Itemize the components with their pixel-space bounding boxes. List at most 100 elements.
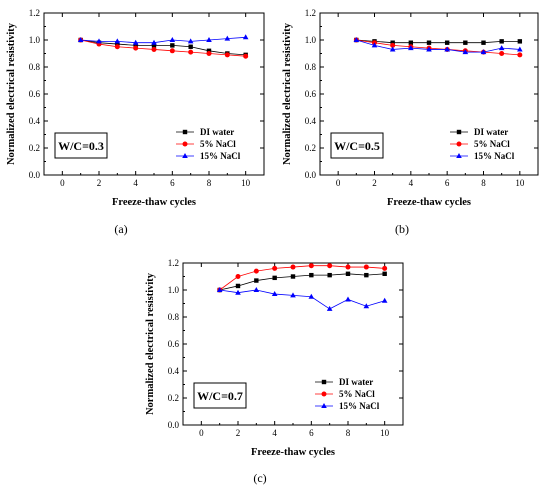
data-point-triangle [444,46,450,52]
legend-label: 5% NaCl [474,139,510,149]
y-tick-label: 1.2 [168,258,179,268]
data-point-triangle [224,35,231,41]
chart-panel-1: 0 2 4 6 8 10 0.0 0.2 0.4 0.6 0.8 1.0 1.2 Freeze-thaw … [6,8,265,236]
y-tick-label: 0.0 [29,170,41,180]
y-tick-label: 0.6 [305,89,317,99]
y-tick-label: 0.4 [305,116,317,126]
y-tick-label: 1.0 [305,35,317,45]
data-point-triangle [462,49,469,55]
x-tick-label: 2 [236,428,241,438]
legend-marker-square [321,379,327,385]
y-tick-label: 1.0 [29,35,41,45]
x-tick-label: 6 [309,428,314,438]
data-point-square [272,275,277,281]
data-point-triangle [169,37,176,42]
data-point-circle [133,45,139,51]
data-point-circle [253,268,259,274]
x-tick-label: 4 [409,178,414,188]
data-point-square [517,39,523,44]
data-point-triangle [290,292,296,298]
data-point-square [133,43,138,48]
data-point-triangle [132,39,139,45]
data-point-triangle [408,45,414,51]
data-point-triangle [96,38,102,44]
data-point-triangle [389,46,396,52]
legend-marker-circle [321,391,327,397]
data-point-circle [114,44,120,50]
panel-label: (a) [114,222,127,236]
x-tick-label: 6 [445,178,450,188]
data-point-triangle [77,37,84,42]
data-point-square [345,271,351,276]
y-tick-label: 0.6 [29,89,41,99]
data-point-square [254,278,259,283]
data-point-triangle [363,303,370,309]
x-tick-label: 0 [199,428,204,438]
annotation-box [193,382,247,409]
y-tick-label: 0.4 [168,366,180,376]
data-point-circle [290,264,296,270]
data-point-circle [382,265,388,271]
legend-marker-circle [456,141,462,147]
y-tick-label: 1.0 [168,285,180,295]
data-point-circle [345,264,351,270]
y-tick-label: 0.0 [168,420,180,430]
data-point-circle [151,46,157,52]
data-point-square [499,39,504,44]
data-point-triangle [326,305,333,311]
x-axis-title: Freeze-thaw cycles [387,197,471,208]
data-point-triangle [517,46,523,52]
panel-label: (c) [253,471,266,485]
x-tick-label: 4 [272,428,277,438]
data-point-circle [499,51,505,56]
y-tick-label: 0.8 [29,62,41,72]
y-tick-label: 0.2 [168,393,179,403]
data-point-triangle [381,297,388,303]
data-point-square [426,40,432,45]
y-axis-title: Normalized electrical resistivity [282,22,293,165]
x-tick-label: 6 [170,178,175,188]
series-line-2 [356,39,520,53]
legend-marker-triangle [182,153,188,158]
data-point-circle [188,49,194,55]
annotation-text: W/C=0.5 [334,139,380,153]
data-point-circle [243,53,249,59]
x-tick-label: 8 [346,428,351,438]
data-point-square [290,274,296,279]
legend-marker-circle [182,141,188,147]
annotation-box [54,132,108,159]
x-tick-label: 0 [336,178,341,188]
y-tick-label: 0.2 [305,143,316,153]
legend-marker-square [182,129,188,135]
legend-label: 15% NaCl [200,151,241,161]
y-axis-title: Normalized electrical resistivity [145,272,156,415]
legend-marker-triangle [321,403,327,408]
data-point-circle [327,263,333,269]
data-point-triangle [114,38,121,44]
data-point-square [206,48,212,53]
series-line-1 [219,265,385,291]
annotation-box [330,132,384,159]
y-tick-label: 1.2 [29,8,40,18]
data-point-square [364,272,369,278]
x-axis-title: Freeze-thaw cycles [112,197,196,208]
annotation-text: W/C=0.3 [58,139,104,153]
x-tick-label: 10 [515,178,525,188]
panel-label: (b) [395,222,409,236]
data-point-circle [363,264,369,270]
y-tick-label: 0.6 [168,339,180,349]
y-tick-label: 1.2 [305,8,316,18]
legend-label: 15% NaCl [339,401,380,411]
data-point-square [170,43,175,48]
data-point-triangle [206,37,212,42]
x-tick-label: 10 [380,428,390,438]
data-point-circle [235,274,241,279]
data-point-square [481,40,486,45]
data-point-circle [308,263,314,269]
data-point-square [309,272,314,278]
data-point-square [444,40,450,45]
series-line-0 [80,39,246,56]
x-tick-label: 0 [60,178,65,188]
y-tick-label: 0.4 [29,116,41,126]
